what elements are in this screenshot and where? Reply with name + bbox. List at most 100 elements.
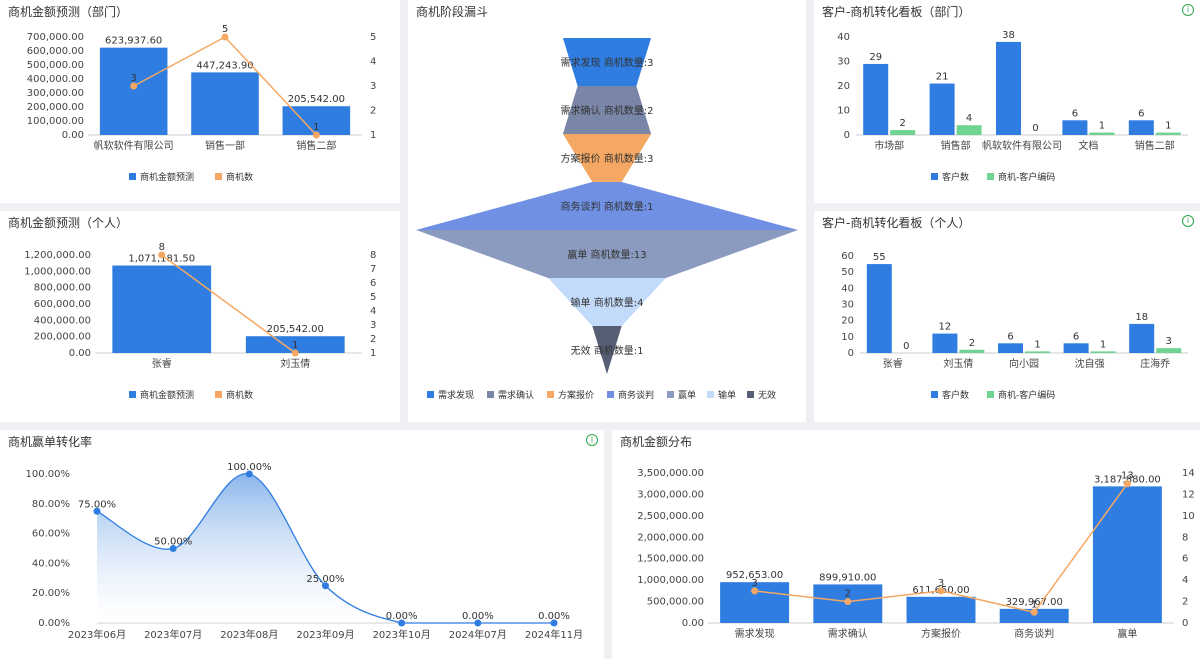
bar — [999, 608, 1069, 623]
y-tick-label: 600,000.00 — [27, 46, 84, 57]
y-tick-label: 800,000.00 — [34, 283, 91, 294]
y-tick-label: 100,000.00 — [27, 116, 84, 127]
dept-amount-chart: 700,000.00 600,000.00 500,000.00 400,000.00… — [27, 24, 377, 183]
data-label: 0 — [1032, 123, 1038, 134]
x-tick-label: 销售一部 — [205, 139, 245, 152]
bar — [1156, 348, 1182, 353]
y2-tick-label: 12 — [1182, 489, 1195, 500]
y-tick-label: 2,500,000.00 — [637, 511, 704, 522]
line-point — [1030, 608, 1038, 616]
y2-tick-label: 2 — [370, 334, 376, 345]
x-tick-label: 向小园 — [1009, 357, 1039, 370]
y-tick-label: 0 — [844, 130, 850, 141]
legend-label: 需求发现 — [438, 389, 474, 401]
info-icon[interactable]: i — [1182, 4, 1194, 16]
data-label: 18 — [1135, 312, 1148, 323]
y2-tick-label: 7 — [370, 264, 376, 275]
data-label: 38 — [1002, 30, 1015, 41]
y2-tick-label: 4 — [370, 57, 376, 68]
line-point — [474, 619, 482, 627]
x-tick-label: 沈自强 — [1075, 357, 1105, 370]
panel-funnel: 商机阶段漏斗 需求发现 商机数量:3 需求确认 商机数量:2 方案报价 商机数量:3… — [408, 0, 806, 422]
bar — [998, 343, 1023, 353]
y-tick-label: 20 — [837, 81, 850, 92]
funnel-segment — [562, 38, 652, 86]
bar — [1155, 132, 1181, 135]
y-tick-label: 3,000,000.00 — [637, 489, 704, 500]
bar — [1089, 132, 1115, 135]
line-point — [322, 582, 329, 590]
y2-tick-label: 3 — [370, 81, 376, 92]
x-tick-label: 2023年07月 — [144, 628, 202, 641]
data-label: 623,937.60 — [105, 36, 162, 47]
y-tick-label: 200,000.00 — [27, 102, 84, 113]
bar — [1062, 120, 1088, 135]
data-label: 100.00% — [227, 462, 272, 473]
legend-label: 客户数 — [942, 171, 969, 183]
bar — [932, 333, 958, 353]
funnel-label: 商务谈判 商机数量:1 — [561, 200, 654, 213]
funnel-segment — [416, 230, 798, 278]
data-label: 1,071,181.50 — [128, 254, 195, 265]
bar — [1063, 343, 1089, 353]
y-tick-label: 1,200,000.00 — [24, 250, 91, 261]
legend-swatch — [129, 391, 136, 398]
legend-label: 赢单 — [678, 389, 696, 401]
y2-tick-label: 2 — [370, 106, 376, 117]
legend-label: 商机数 — [226, 171, 253, 183]
y-tick-label: 400,000.00 — [34, 315, 91, 326]
bar — [1129, 323, 1155, 353]
funnel-label: 需求确认 商机数量:2 — [561, 104, 654, 117]
line-point — [221, 33, 229, 41]
legend-swatch — [215, 173, 222, 180]
y-tick-label: 200,000.00 — [34, 332, 91, 343]
data-label: 5 — [222, 24, 228, 35]
y-tick-label: 0.00% — [38, 618, 70, 629]
legend-swatch — [747, 391, 754, 398]
panel-dept-amount: 商机金额预测（部门） 700,000.00 600,000.00 500,000.0… — [0, 0, 400, 203]
bar — [929, 83, 955, 135]
x-tick-label: 庄海乔 — [1140, 357, 1170, 370]
legend-swatch — [987, 173, 994, 180]
y2-tick-label: 3 — [370, 320, 376, 331]
line-point — [93, 507, 101, 515]
info-icon[interactable]: i — [586, 434, 598, 446]
data-label: 3 — [1166, 336, 1172, 347]
x-tick-label: 文档 — [1078, 139, 1098, 152]
data-label: 3,187,880.00 — [1094, 474, 1161, 485]
x-tick-label: 2024年07月 — [449, 628, 507, 641]
legend-label: 需求确认 — [498, 389, 534, 401]
y-tick-label: 100.00% — [26, 469, 71, 480]
legend-label: 商机金额预测 — [140, 389, 194, 401]
legend-swatch — [707, 391, 714, 398]
legend-swatch — [129, 173, 136, 180]
legend-swatch — [931, 391, 938, 398]
bar — [191, 72, 259, 135]
funnel-label: 方案报价 商机数量:3 — [561, 152, 654, 165]
legend-swatch — [931, 173, 938, 180]
funnel-label: 需求发现 商机数量:3 — [561, 56, 654, 69]
y-tick-label: 1,500,000.00 — [637, 554, 704, 565]
y-tick-label: 600,000.00 — [34, 299, 91, 310]
legend-label: 商机数 — [226, 389, 253, 401]
legend-swatch — [487, 391, 494, 398]
panel-win-rate: 商机赢单转化率 i 100.00% 80.00% 60.00% 40.00% 20.00… — [0, 430, 604, 659]
legend-swatch — [427, 391, 434, 398]
x-tick-label: 刘玉倩 — [943, 357, 973, 370]
series-line-segment — [1033, 483, 1129, 613]
data-label: 75.00% — [78, 499, 116, 510]
y2-tick-label: 5 — [370, 32, 376, 43]
data-label: 899,910.00 — [819, 572, 876, 583]
y-tick-label: 20 — [841, 316, 854, 327]
series-line-segment — [224, 36, 317, 136]
x-tick-label: 赢单 — [1117, 627, 1137, 640]
x-tick-label: 方案报价 — [921, 627, 961, 640]
info-icon[interactable]: i — [1182, 215, 1194, 227]
y2-tick-label: 1 — [370, 130, 376, 141]
y-tick-label: 0.00 — [69, 348, 91, 359]
y2-tick-label: 14 — [1182, 468, 1195, 479]
line-point — [937, 587, 945, 595]
y-tick-label: 10 — [841, 332, 854, 343]
y-tick-label: 30 — [837, 57, 850, 68]
bar — [890, 130, 916, 135]
